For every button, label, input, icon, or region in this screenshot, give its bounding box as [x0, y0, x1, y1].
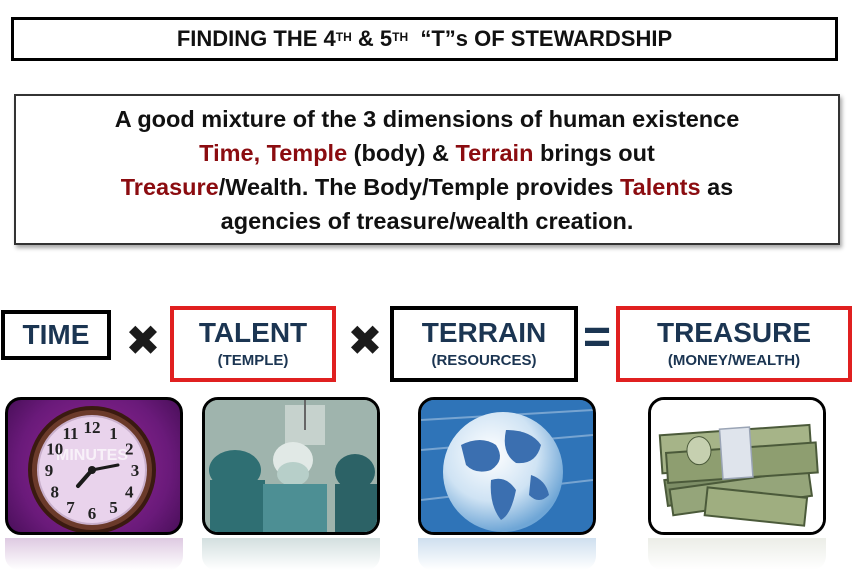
treasure-label: TREASURE [656, 317, 811, 348]
time-label-box: TIME [1, 310, 111, 360]
slide-title: FINDING THE 4 TH & 5 TH “T”s OF STEWARDSHI… [11, 17, 838, 61]
talent-label: TALENT [198, 317, 308, 348]
desc-red-talents: Talents [620, 173, 701, 200]
desc-red-terrain: Terrain [455, 139, 534, 166]
clock-number: 9 [45, 461, 54, 480]
title-part2: & 5 [351, 26, 393, 51]
equals-symbol: = [582, 310, 612, 364]
money-icon [651, 400, 823, 532]
clock-number: 11 [62, 424, 78, 443]
clock-number: 5 [109, 498, 118, 517]
clock-number: 1 [109, 424, 118, 443]
desc-red-treasure: Treasure [120, 173, 219, 200]
clock-watermark: MINUTES [56, 447, 128, 464]
clock-number: 8 [51, 483, 60, 502]
terrain-sublabel: (RESOURCES) [431, 352, 537, 369]
surgeons-image [202, 397, 380, 535]
treasure-label-box: TREASURE (MONEY/WEALTH) [616, 306, 852, 382]
equals-icon: = [577, 310, 617, 364]
talent-label-box: TALENT (TEMPLE) [170, 306, 336, 382]
description-line-1: A good mixture of the 3 dimensions of hu… [115, 102, 740, 136]
clock-number: 6 [88, 504, 97, 523]
desc-text: as [700, 173, 734, 200]
clock-number: 7 [66, 498, 75, 517]
description-line-2: Time, Temple (body) & Terrain brings out [199, 136, 655, 170]
clock-number: 3 [131, 461, 140, 480]
globe-icon [421, 400, 593, 532]
multiply-icon: ✖ [340, 315, 390, 365]
title-part3: “T”s OF STEWARDSHIP [408, 26, 673, 51]
multiply-icon: ✖ [117, 315, 169, 365]
money-image [648, 397, 826, 535]
clock-number: 4 [125, 483, 134, 502]
clock-reflection [5, 538, 183, 570]
desc-text: A good mixture of the 3 dimensions of hu… [114, 105, 740, 132]
title-part1: FINDING THE 4 [176, 26, 336, 51]
description-line-4: agencies of treasure/wealth creation. [221, 204, 634, 238]
clock-number: 12 [84, 418, 101, 437]
title-sup2: TH [392, 30, 409, 44]
multiply-symbol: ✖ [125, 316, 161, 364]
terrain-label: TERRAIN [421, 317, 547, 348]
desc-text: brings out [533, 139, 655, 166]
talent-sublabel: (TEMPLE) [217, 352, 289, 369]
desc-text: /Wealth. The Body/Temple provides [218, 173, 621, 200]
title-sup1: TH [335, 30, 352, 44]
clock-number: 2 [125, 440, 134, 459]
description-box: A good mixture of the 3 dimensions of hu… [14, 94, 840, 245]
desc-red-time-temple: Time, Temple [199, 139, 348, 166]
clock-number: 10 [46, 440, 63, 459]
minute-hand [90, 463, 120, 472]
treasure-sublabel: (MONEY/WEALTH) [667, 352, 801, 369]
time-label: TIME [22, 319, 90, 350]
terrain-label-box: TERRAIN (RESOURCES) [390, 306, 578, 382]
money-reflection [648, 538, 826, 570]
globe-image [418, 397, 596, 535]
surgeons-icon [205, 400, 377, 532]
desc-text: (body) & [347, 139, 456, 166]
multiply-symbol: ✖ [347, 316, 383, 364]
description-line-3: Treasure/Wealth. The Body/Temple provide… [121, 170, 734, 204]
clock-center [88, 466, 96, 474]
globe-reflection [418, 538, 596, 570]
desc-text: agencies of treasure/wealth creation. [220, 207, 634, 234]
surgeons-reflection [202, 538, 380, 570]
clock-image: MINUTES 12 1 2 3 4 5 6 7 8 9 10 11 [5, 397, 183, 535]
